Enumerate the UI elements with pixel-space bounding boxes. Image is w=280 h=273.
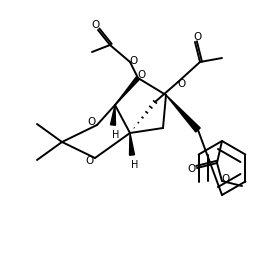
Text: O: O [130, 56, 138, 66]
Text: O: O [222, 174, 230, 184]
Text: O: O [193, 32, 201, 42]
Text: H: H [131, 160, 139, 170]
Text: H: H [112, 130, 120, 140]
Polygon shape [111, 105, 115, 125]
Text: O: O [137, 70, 145, 80]
Text: O: O [188, 164, 196, 174]
Polygon shape [115, 77, 139, 105]
Text: O: O [92, 20, 100, 30]
Text: O: O [88, 117, 96, 127]
Polygon shape [166, 95, 200, 132]
Polygon shape [130, 133, 134, 155]
Text: O: O [178, 79, 186, 89]
Text: O: O [86, 156, 94, 166]
